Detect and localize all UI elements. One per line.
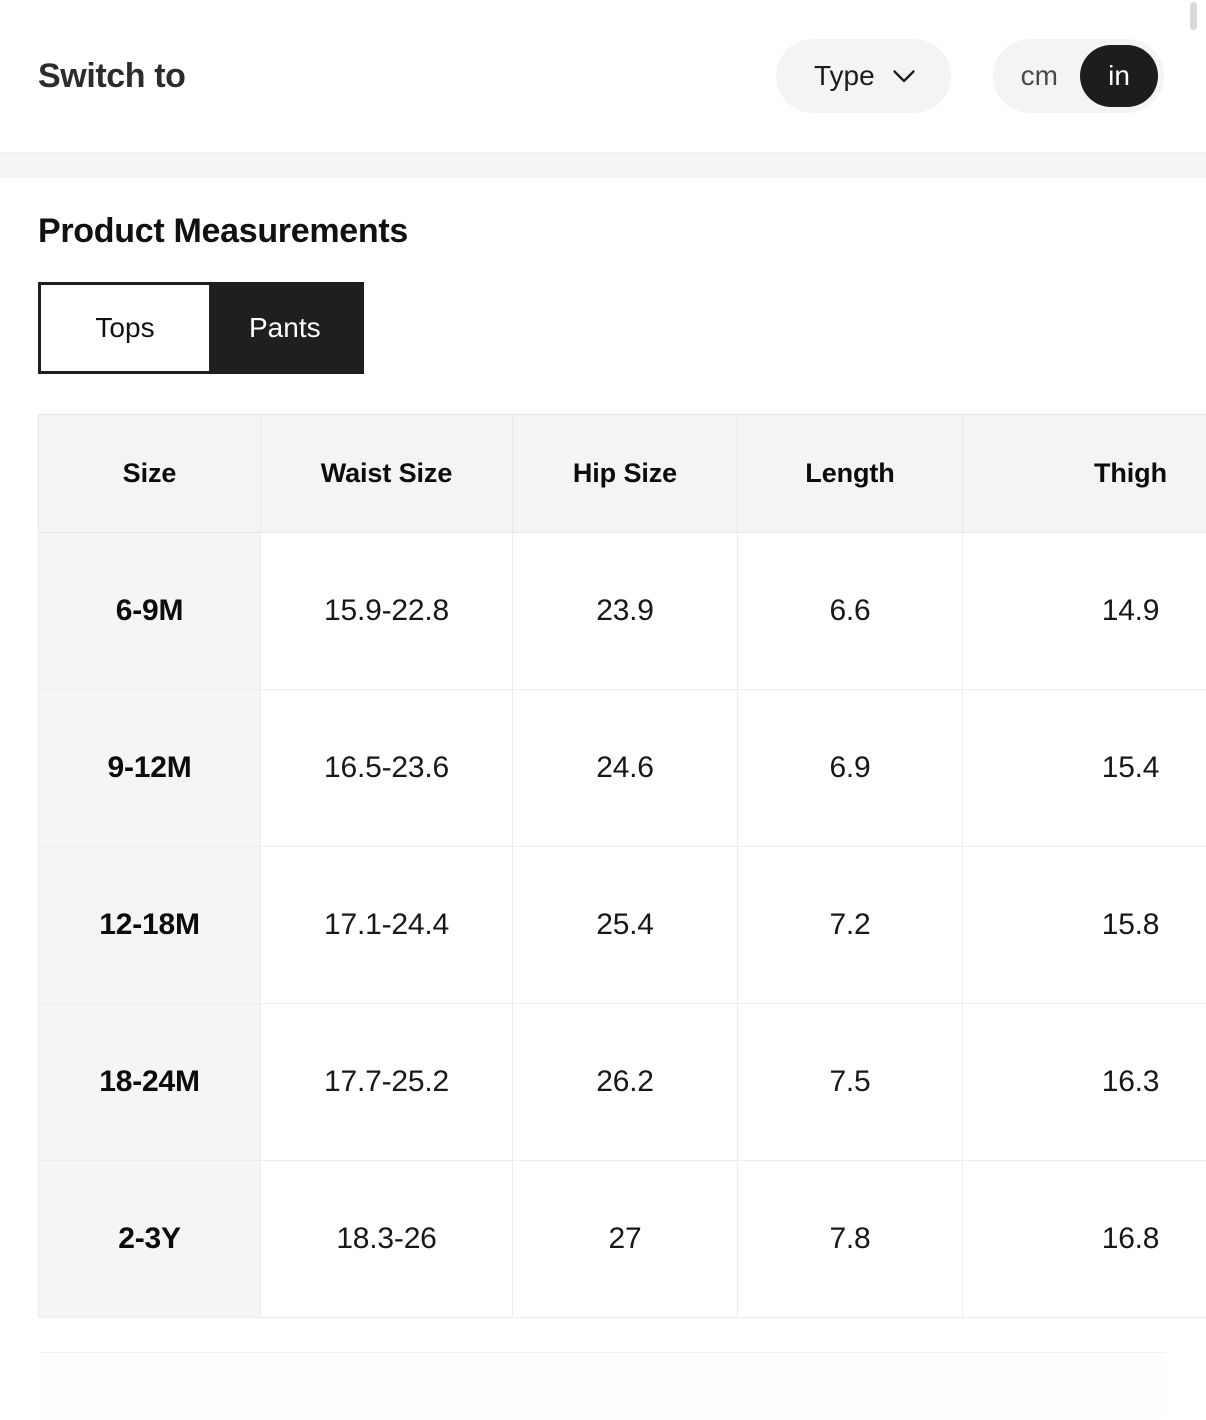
- top-bar-controls: Type cm in: [775, 39, 1164, 113]
- unit-option-in[interactable]: in: [1080, 45, 1158, 107]
- cell-size: 6-9M: [38, 532, 261, 690]
- cell-length: 7.5: [737, 1003, 963, 1161]
- column-header-length: Length: [737, 414, 963, 533]
- cell-waist: 15.9-22.8: [260, 532, 513, 690]
- category-tabs: Tops Pants: [38, 282, 364, 374]
- cell-waist: 16.5-23.6: [260, 689, 513, 847]
- table-row: 9-12M 16.5-23.6 24.6 6.9 15.4: [38, 689, 1206, 847]
- table-row: 12-18M 17.1-24.4 25.4 7.2 15.8: [38, 846, 1206, 1004]
- cell-hip: 26.2: [512, 1003, 738, 1161]
- cell-thigh: 15.4: [962, 689, 1206, 847]
- cell-size: 18-24M: [38, 1003, 261, 1161]
- page-title: Switch to: [38, 57, 186, 95]
- cell-hip: 23.9: [512, 532, 738, 690]
- cell-hip: 27: [512, 1160, 738, 1318]
- main-content: Product Measurements Tops Pants Size Wai…: [0, 178, 1206, 1318]
- measurements-table: Size Waist Size Hip Size Length Thigh 6-…: [38, 414, 1206, 1318]
- cell-length: 7.8: [737, 1160, 963, 1318]
- cell-length: 6.9: [737, 689, 963, 847]
- tab-tops[interactable]: Tops: [41, 285, 209, 371]
- cell-size: 2-3Y: [38, 1160, 261, 1318]
- cell-hip: 24.6: [512, 689, 738, 847]
- type-dropdown[interactable]: Type: [775, 39, 951, 113]
- top-bar: Switch to Type cm in: [0, 0, 1206, 152]
- column-header-thigh: Thigh: [962, 414, 1206, 533]
- unit-option-cm[interactable]: cm: [1020, 60, 1058, 91]
- tab-pants[interactable]: Pants: [209, 285, 361, 371]
- cell-length: 7.2: [737, 846, 963, 1004]
- column-header-hip: Hip Size: [512, 414, 738, 533]
- cell-thigh: 15.8: [962, 846, 1206, 1004]
- cell-length: 6.6: [737, 532, 963, 690]
- table-row: 2-3Y 18.3-26 27 7.8 16.8: [38, 1160, 1206, 1318]
- table-head: Size Waist Size Hip Size Length Thigh: [38, 414, 1206, 533]
- cell-waist: 17.7-25.2: [260, 1003, 513, 1161]
- vertical-scrollbar-thumb[interactable]: [1190, 2, 1197, 30]
- table-row: 18-24M 17.7-25.2 26.2 7.5 16.3: [38, 1003, 1206, 1161]
- cell-hip: 25.4: [512, 846, 738, 1004]
- column-header-size: Size: [38, 414, 261, 533]
- cell-waist: 18.3-26: [260, 1160, 513, 1318]
- cell-thigh: 16.3: [962, 1003, 1206, 1161]
- chevron-down-icon: [893, 69, 915, 83]
- cell-waist: 17.1-24.4: [260, 846, 513, 1004]
- table-row: 6-9M 15.9-22.8 23.9 6.6 14.9: [38, 532, 1206, 690]
- type-dropdown-label: Type: [813, 60, 875, 91]
- column-header-waist: Waist Size: [260, 414, 513, 533]
- table-header-row: Size Waist Size Hip Size Length Thigh: [38, 414, 1206, 533]
- cell-thigh: 16.8: [962, 1160, 1206, 1318]
- cell-size: 9-12M: [38, 689, 261, 847]
- cell-thigh: 14.9: [962, 532, 1206, 690]
- section-title: Product Measurements: [38, 212, 408, 250]
- section-divider: [0, 152, 1206, 178]
- measurements-table-wrapper[interactable]: Size Waist Size Hip Size Length Thigh 6-…: [38, 414, 1206, 1318]
- unit-toggle[interactable]: cm in: [992, 39, 1164, 113]
- bottom-card-edge: [40, 1352, 1166, 1416]
- cell-size: 12-18M: [38, 846, 261, 1004]
- table-body: 6-9M 15.9-22.8 23.9 6.6 14.9 9-12M 16.5-…: [38, 532, 1206, 1318]
